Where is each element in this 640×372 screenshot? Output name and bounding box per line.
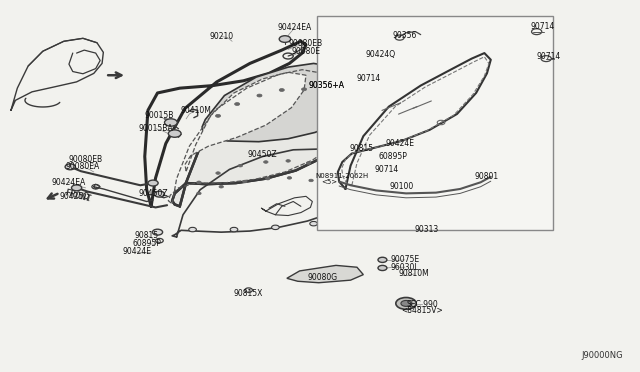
- Circle shape: [257, 94, 262, 97]
- Text: 60895P: 60895P: [379, 152, 408, 161]
- Text: <84815V>: <84815V>: [401, 306, 443, 315]
- Circle shape: [271, 225, 279, 230]
- Circle shape: [396, 298, 416, 310]
- Bar: [317, 16, 552, 230]
- Circle shape: [189, 227, 196, 232]
- Circle shape: [219, 186, 223, 188]
- Circle shape: [266, 177, 270, 180]
- Circle shape: [358, 56, 369, 62]
- Circle shape: [307, 162, 311, 164]
- Text: 90080EB: 90080EB: [289, 39, 323, 48]
- Circle shape: [148, 180, 158, 186]
- Text: 90075E: 90075E: [390, 255, 419, 264]
- Circle shape: [401, 301, 411, 307]
- Circle shape: [345, 217, 353, 221]
- Circle shape: [72, 185, 82, 191]
- Polygon shape: [185, 72, 306, 171]
- Text: 90815: 90815: [134, 231, 159, 240]
- Circle shape: [301, 88, 307, 91]
- Circle shape: [238, 164, 243, 167]
- Text: 90313: 90313: [415, 225, 439, 234]
- Circle shape: [287, 177, 292, 179]
- Text: 60895P: 60895P: [132, 239, 161, 248]
- Circle shape: [196, 192, 201, 195]
- Polygon shape: [202, 63, 362, 142]
- Text: 90080EB: 90080EB: [68, 155, 102, 164]
- Text: N08911-2062H: N08911-2062H: [316, 173, 369, 179]
- Circle shape: [264, 161, 268, 163]
- Text: 90714: 90714: [356, 74, 381, 83]
- Circle shape: [378, 257, 387, 262]
- Text: 90080E: 90080E: [291, 47, 321, 56]
- Text: 90424E: 90424E: [123, 247, 152, 256]
- Text: 90450Z: 90450Z: [248, 150, 278, 159]
- Text: 90356: 90356: [392, 31, 417, 40]
- Circle shape: [349, 110, 355, 113]
- Text: 90210: 90210: [209, 32, 234, 41]
- Text: J90000NG: J90000NG: [581, 350, 623, 360]
- Text: 90080EA: 90080EA: [65, 162, 99, 171]
- Text: 90410M: 90410M: [180, 106, 211, 115]
- Circle shape: [286, 160, 291, 162]
- Circle shape: [321, 172, 334, 179]
- Circle shape: [340, 100, 345, 103]
- Text: 90424EA: 90424EA: [277, 23, 312, 32]
- Text: 90425Q: 90425Q: [60, 192, 90, 201]
- Circle shape: [196, 181, 201, 184]
- Text: 90801: 90801: [475, 172, 499, 181]
- Circle shape: [378, 265, 387, 270]
- Text: 96030L: 96030L: [390, 263, 419, 272]
- Text: FRONT: FRONT: [64, 189, 92, 204]
- Circle shape: [243, 180, 247, 183]
- Text: 90810M: 90810M: [399, 269, 429, 278]
- Circle shape: [376, 167, 382, 171]
- Circle shape: [310, 221, 317, 226]
- Text: SEC.990: SEC.990: [406, 300, 438, 309]
- Circle shape: [279, 89, 284, 92]
- Text: 90424E: 90424E: [385, 139, 414, 148]
- Circle shape: [230, 227, 238, 232]
- Circle shape: [350, 145, 360, 151]
- Circle shape: [152, 229, 163, 235]
- Circle shape: [216, 114, 221, 117]
- Text: N: N: [325, 173, 330, 178]
- Text: 90714: 90714: [536, 52, 560, 61]
- Text: 90450Z: 90450Z: [138, 189, 168, 198]
- Text: <5>: <5>: [321, 179, 338, 185]
- Circle shape: [358, 79, 365, 83]
- Text: 90356+A: 90356+A: [308, 81, 344, 90]
- Text: 90080G: 90080G: [307, 273, 338, 282]
- Circle shape: [154, 191, 164, 197]
- Text: 90815X: 90815X: [234, 289, 263, 298]
- Circle shape: [164, 119, 177, 126]
- Circle shape: [309, 179, 314, 182]
- Circle shape: [323, 92, 328, 94]
- Circle shape: [65, 164, 76, 170]
- Circle shape: [279, 36, 291, 42]
- Text: 90100: 90100: [389, 182, 413, 190]
- Polygon shape: [287, 265, 364, 283]
- Text: 90815: 90815: [349, 144, 374, 153]
- Circle shape: [235, 103, 240, 106]
- Text: 90714: 90714: [375, 165, 399, 174]
- Circle shape: [168, 130, 181, 137]
- Polygon shape: [172, 72, 366, 206]
- Text: 90015BA: 90015BA: [139, 124, 173, 133]
- Text: 90424EA: 90424EA: [51, 178, 85, 187]
- Text: 90424Q: 90424Q: [365, 51, 396, 60]
- Text: 90714: 90714: [531, 22, 555, 31]
- Circle shape: [216, 172, 220, 174]
- Text: 90356+A: 90356+A: [308, 81, 344, 90]
- Text: 90015B: 90015B: [145, 111, 174, 121]
